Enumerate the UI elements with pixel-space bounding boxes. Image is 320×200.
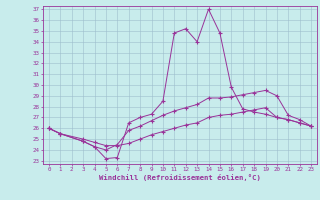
X-axis label: Windchill (Refroidissement éolien,°C): Windchill (Refroidissement éolien,°C) xyxy=(99,174,261,181)
